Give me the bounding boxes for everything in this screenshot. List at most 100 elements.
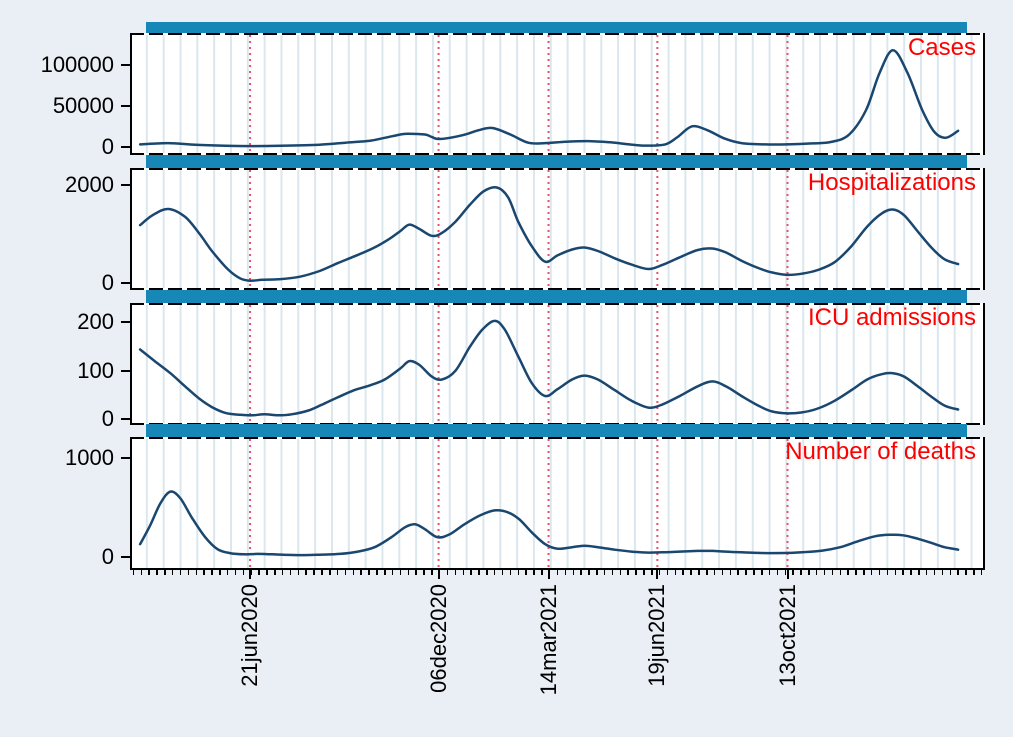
x-minor-tick — [745, 570, 747, 575]
x-minor-tick — [808, 570, 810, 575]
x-minor-tick — [305, 570, 307, 575]
x-minor-tick — [446, 570, 449, 575]
x-minor-tick — [226, 570, 229, 575]
panel-top-bar — [146, 22, 967, 33]
panel-top-bar — [146, 424, 967, 437]
x-minor-tick — [713, 570, 716, 575]
plot-area-1 — [130, 168, 985, 290]
y-tick-mark — [121, 145, 130, 148]
panel-top-bar — [146, 290, 967, 303]
x-minor-tick — [925, 570, 928, 575]
x-minor-tick — [541, 570, 543, 575]
x-minor-tick — [823, 570, 826, 575]
x-minor-tick — [666, 570, 669, 575]
plot-area-3 — [130, 437, 985, 570]
x-minor-tick — [957, 570, 959, 575]
x-minor-tick — [344, 570, 347, 575]
x-minor-tick — [140, 570, 142, 575]
x-minor-tick — [596, 570, 598, 575]
x-minor-tick — [643, 570, 645, 575]
x-minor-tick — [399, 570, 402, 575]
x-minor-tick — [132, 570, 135, 575]
y-tick-mark — [121, 104, 130, 107]
panel-cases: Cases — [130, 33, 985, 155]
x-minor-tick — [368, 570, 370, 575]
x-minor-tick — [313, 570, 315, 575]
x-minor-tick — [973, 570, 975, 575]
x-minor-tick — [407, 570, 409, 575]
y-tick-mark — [121, 456, 130, 459]
x-minor-tick — [839, 570, 841, 575]
x-minor-tick — [768, 570, 771, 575]
x-major-tick — [437, 570, 440, 579]
x-minor-tick — [698, 570, 700, 575]
x-minor-tick — [706, 570, 708, 575]
panel-title-cases: Cases — [907, 34, 976, 61]
x-minor-tick — [274, 570, 276, 575]
x-minor-tick — [902, 570, 904, 575]
y-tick-label: 0 — [101, 133, 114, 159]
x-minor-tick — [556, 570, 559, 575]
y-tick-label: 100 — [77, 357, 114, 383]
y-tick-mark — [121, 184, 130, 187]
x-minor-tick — [195, 570, 197, 575]
x-minor-tick — [376, 570, 378, 575]
y-tick-label: 2000 — [65, 172, 114, 198]
x-minor-tick — [431, 570, 433, 575]
x-minor-tick — [933, 570, 936, 575]
y-tick-mark — [121, 321, 130, 324]
x-minor-tick — [627, 570, 629, 575]
y-tick-label: 1000 — [65, 444, 114, 470]
x-minor-tick — [266, 570, 268, 575]
y-tick-label: 50000 — [52, 92, 114, 118]
x-minor-tick — [258, 570, 260, 575]
x-minor-tick — [289, 570, 292, 575]
x-minor-tick — [171, 570, 174, 575]
y-tick-mark — [121, 418, 130, 421]
x-minor-tick — [164, 570, 166, 575]
x-minor-tick — [384, 570, 386, 575]
x-minor-tick — [690, 570, 692, 575]
x-minor-tick — [674, 570, 677, 575]
x-minor-tick — [729, 570, 731, 575]
x-minor-tick — [603, 570, 606, 575]
x-minor-tick — [281, 570, 284, 575]
x-minor-tick — [949, 570, 951, 575]
y-tick-mark — [121, 369, 130, 372]
x-tick-label: 13oct2021 — [774, 584, 800, 687]
x-minor-tick — [815, 570, 818, 575]
x-minor-tick — [753, 570, 755, 575]
x-minor-tick — [737, 570, 739, 575]
x-minor-tick — [297, 570, 300, 575]
x-minor-tick — [360, 570, 362, 575]
x-minor-tick — [548, 570, 551, 575]
x-minor-tick — [486, 570, 488, 575]
y-tick-label: 0 — [101, 544, 114, 570]
panel-hospitalizations: Hospitalizations — [130, 168, 985, 290]
y-tick-label: 100000 — [40, 51, 114, 77]
x-minor-tick — [454, 570, 457, 575]
x-minor-tick — [148, 570, 150, 575]
x-minor-tick — [635, 570, 637, 575]
x-minor-tick — [321, 570, 323, 575]
x-tick-label: 14mar2021 — [535, 584, 561, 696]
x-minor-tick — [242, 570, 245, 575]
x-minor-tick — [784, 570, 786, 575]
x-minor-tick — [509, 570, 512, 575]
x-minor-tick — [493, 570, 496, 575]
x-minor-tick — [211, 570, 213, 575]
x-major-tick — [656, 570, 659, 579]
panel-number-of-deaths: Number of deaths — [130, 437, 985, 570]
x-minor-tick — [721, 570, 724, 575]
panel-title-hospitalizations: Hospitalizations — [807, 169, 976, 196]
x-minor-tick — [525, 570, 527, 575]
x-minor-tick — [941, 570, 944, 575]
x-minor-tick — [156, 570, 158, 575]
y-tick-mark — [121, 63, 130, 66]
x-minor-tick — [800, 570, 802, 575]
x-minor-tick — [619, 570, 622, 575]
x-minor-tick — [203, 570, 205, 575]
panel-title-number-of-deaths: Number of deaths — [785, 438, 976, 465]
x-minor-tick — [658, 570, 661, 575]
x-minor-tick — [564, 570, 567, 575]
